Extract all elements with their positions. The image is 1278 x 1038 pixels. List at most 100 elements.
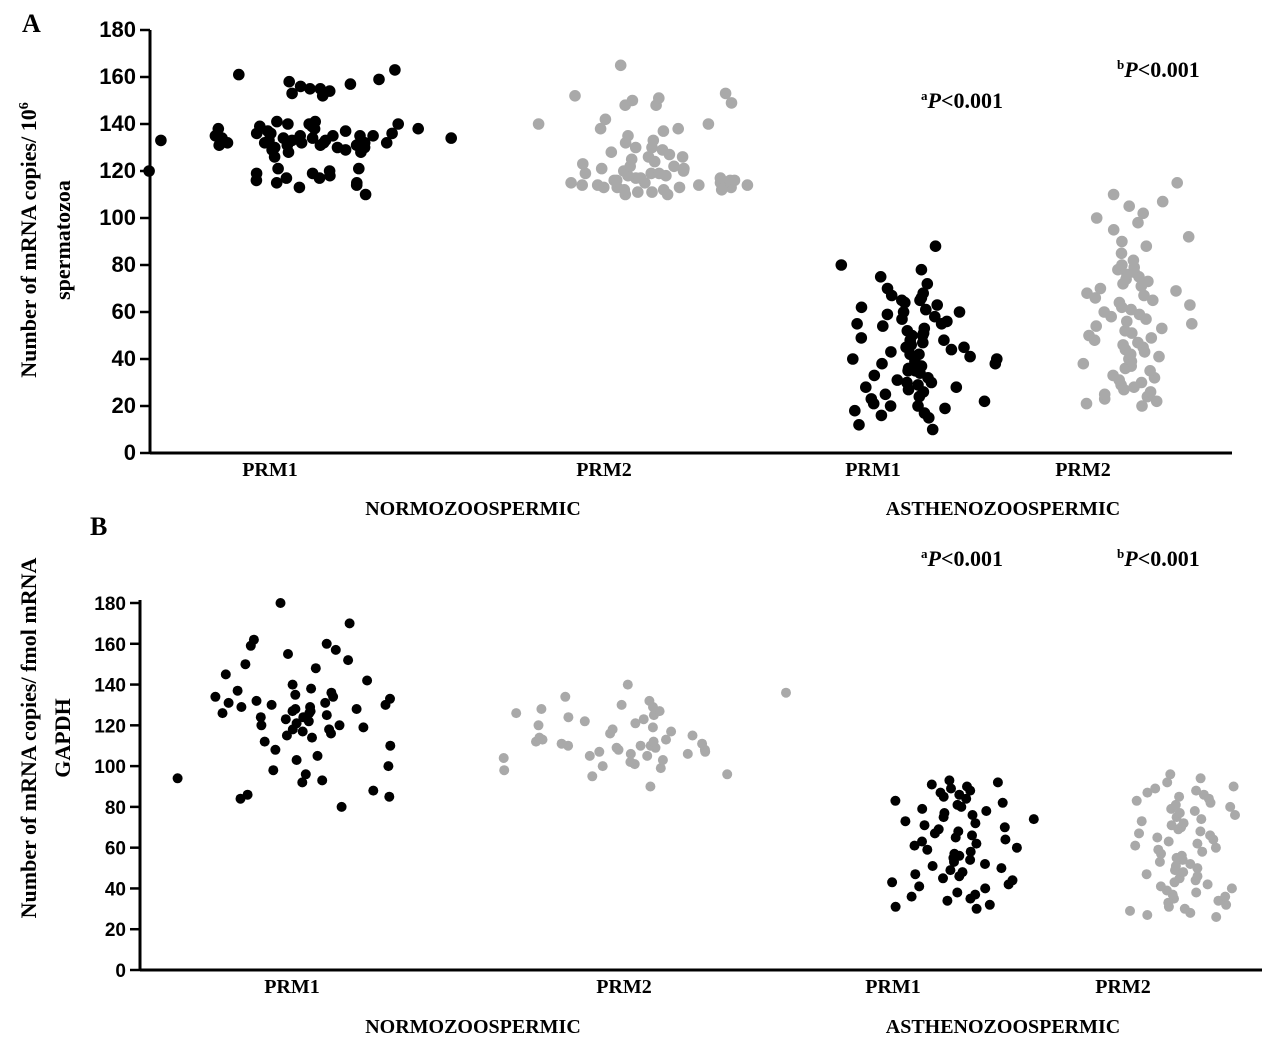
data-point <box>967 830 977 841</box>
data-point <box>879 388 892 401</box>
data-point <box>1184 299 1196 311</box>
data-point <box>1178 867 1189 878</box>
data-point <box>917 287 929 300</box>
data-point <box>1141 869 1152 880</box>
data-point <box>632 186 644 198</box>
data-point <box>256 720 267 731</box>
data-point <box>577 158 589 170</box>
y-tick-label: 0 <box>124 440 136 465</box>
data-point <box>1202 879 1213 890</box>
data-point <box>1182 231 1195 243</box>
data-point <box>268 765 279 776</box>
data-point <box>931 299 943 311</box>
data-point <box>1197 846 1208 857</box>
data-point <box>1142 910 1153 920</box>
data-point <box>383 761 394 772</box>
data-point <box>1028 814 1039 825</box>
data-point <box>917 836 927 847</box>
data-point <box>900 816 911 827</box>
data-point <box>233 68 245 81</box>
data-point <box>351 704 362 714</box>
data-point <box>719 87 732 100</box>
data-point <box>294 130 307 142</box>
data-point <box>1196 814 1207 825</box>
data-point <box>1011 842 1022 853</box>
data-point <box>1220 891 1231 902</box>
data-point <box>1135 376 1148 389</box>
data-point <box>1210 842 1221 853</box>
data-point <box>445 132 458 144</box>
data-point <box>1211 912 1222 922</box>
data-point <box>996 863 1007 874</box>
data-point <box>236 702 247 712</box>
data-point <box>212 122 225 135</box>
data-point <box>576 179 588 191</box>
data-point <box>725 97 738 109</box>
data-point <box>594 746 605 757</box>
data-point <box>929 310 941 323</box>
data-point <box>280 714 291 725</box>
data-point <box>334 720 345 731</box>
data-point <box>587 771 598 782</box>
data-point <box>324 724 335 735</box>
data-point <box>1154 856 1165 867</box>
data-point <box>915 263 928 276</box>
panel-a-y-axis-label: Number of mRNA copies/ 106 <box>16 102 41 377</box>
data-point <box>223 697 234 708</box>
data-point <box>635 740 646 751</box>
data-point <box>885 346 897 358</box>
data-point <box>954 789 965 800</box>
data-point <box>970 818 981 829</box>
data-point <box>300 769 311 780</box>
data-point <box>714 172 727 184</box>
data-point <box>877 320 889 332</box>
data-point <box>251 695 262 706</box>
data-point <box>980 859 990 869</box>
data-point <box>1163 836 1174 847</box>
data-point <box>1185 859 1196 869</box>
data-point <box>853 419 865 431</box>
data-point <box>563 712 574 723</box>
data-point <box>220 669 231 680</box>
data-point <box>368 785 379 796</box>
data-point <box>991 353 1003 365</box>
data-point <box>653 92 665 104</box>
data-point <box>344 618 355 629</box>
data-point <box>999 822 1010 833</box>
data-point <box>1198 789 1209 800</box>
data-point <box>1140 240 1153 252</box>
data-point <box>1205 830 1216 841</box>
data-point <box>1166 820 1177 831</box>
y-tick-label: 160 <box>99 64 136 89</box>
data-point <box>1113 296 1126 309</box>
data-point <box>914 881 925 892</box>
data-point <box>280 172 293 184</box>
data-point <box>290 704 301 714</box>
data-point <box>958 341 970 354</box>
data-point <box>1116 259 1128 271</box>
data-point <box>532 118 545 130</box>
data-point <box>901 376 913 389</box>
data-point <box>1221 899 1232 910</box>
y-tick-label: 100 <box>99 205 136 230</box>
data-point <box>143 165 155 177</box>
data-point <box>1127 254 1140 267</box>
data-point <box>939 402 951 415</box>
data-point <box>560 691 571 702</box>
data-point <box>1083 329 1095 342</box>
data-point <box>920 303 932 316</box>
data-point <box>672 122 684 135</box>
data-point <box>1119 325 1131 337</box>
data-point <box>272 162 284 175</box>
data-point <box>380 137 393 149</box>
data-point <box>1107 224 1120 236</box>
data-point <box>971 838 982 849</box>
data-point <box>385 693 395 704</box>
panel-b: B Number of mRNA copies/ fmol mRNA GAPDH… <box>16 512 1262 1038</box>
data-point <box>876 357 888 370</box>
data-point <box>1171 177 1183 189</box>
data-point <box>922 844 933 855</box>
data-point <box>392 118 405 130</box>
data-point <box>616 699 627 710</box>
